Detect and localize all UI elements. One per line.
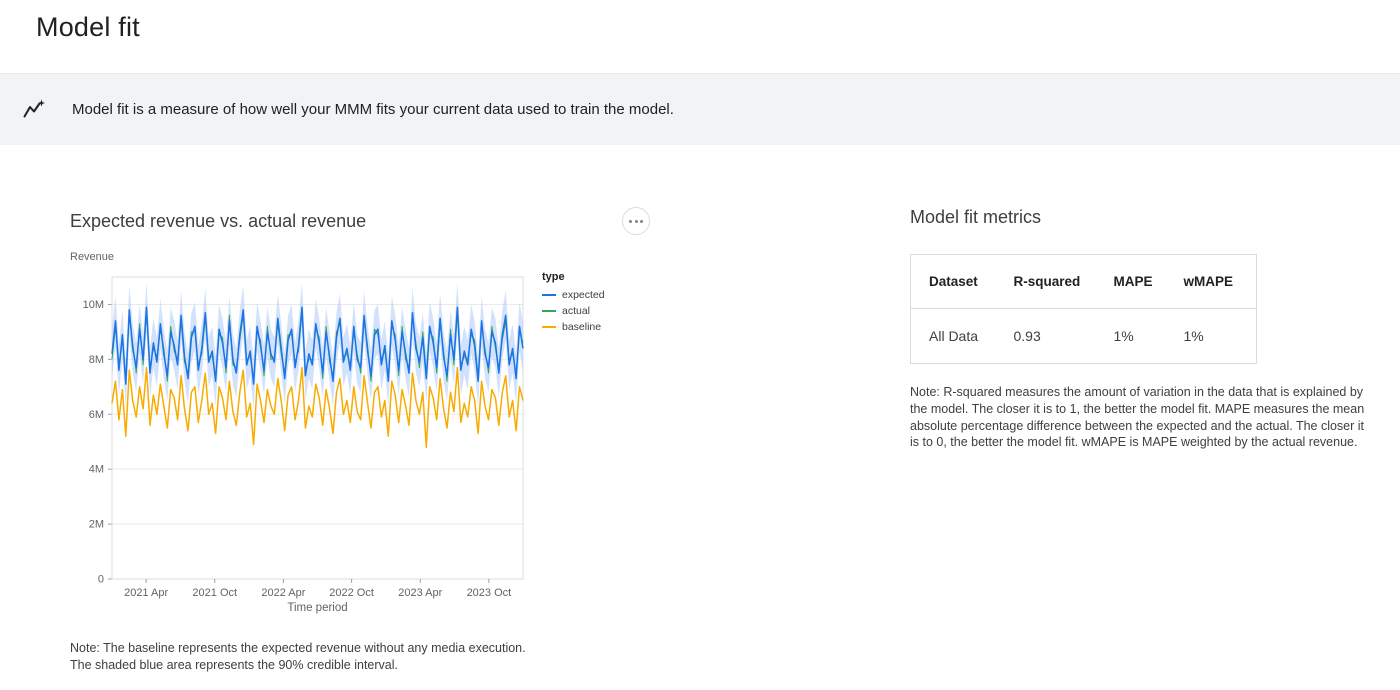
svg-text:10M: 10M xyxy=(83,299,104,311)
page-header: Model fit xyxy=(0,0,1400,73)
legend-title: type xyxy=(542,271,565,283)
svg-text:2021 Oct: 2021 Oct xyxy=(192,587,237,599)
chart-row: 0 2M 4M 6M 8M 10M 2021 Apr 2021 Oct 2022 Apr 2022… xyxy=(70,269,650,614)
svg-text:0: 0 xyxy=(98,574,104,586)
svg-text:2M: 2M xyxy=(89,519,104,531)
col-header-rsquared: R-squared xyxy=(995,254,1096,309)
info-banner: Model fit is a measure of how well your … xyxy=(0,73,1400,145)
cell-rsquared: 0.93 xyxy=(1013,328,1041,344)
legend-item: actual xyxy=(542,305,605,317)
cell-dataset: All Data xyxy=(929,328,979,344)
metrics-title: Model fit metrics xyxy=(910,207,1042,227)
col-header-wmape: wMAPE xyxy=(1165,254,1257,309)
legend-item: baseline xyxy=(542,321,605,333)
chart-legend-items: expected actual baseline xyxy=(542,289,605,333)
more-options-button[interactable] xyxy=(622,207,650,235)
revenue-chart: 0 2M 4M 6M 8M 10M 2021 Apr 2021 Oct 2022 Apr 2022… xyxy=(83,276,524,614)
legend-label: actual xyxy=(562,305,591,317)
metrics-note: Note: R-squared measures the amount of v… xyxy=(910,385,1365,450)
svg-text:2022 Oct: 2022 Oct xyxy=(329,587,374,599)
chart-title: Expected revenue vs. actual revenue xyxy=(70,210,367,231)
chart-note: Note: The baseline represents the expect… xyxy=(70,640,650,674)
legend-swatch xyxy=(542,294,556,296)
legend-swatch xyxy=(542,310,556,312)
svg-text:2021 Apr: 2021 Apr xyxy=(124,587,168,599)
legend-label: baseline xyxy=(562,321,602,333)
legend-swatch xyxy=(542,326,556,328)
cell-mape: 1% xyxy=(1113,328,1134,344)
col-header-mape: MAPE xyxy=(1095,254,1166,309)
metrics-section: Model fit metrics Dataset R-squared MAPE… xyxy=(910,207,1376,451)
col-header-dataset: Dataset xyxy=(910,254,996,309)
banner-text: Model fit is a measure of how well your … xyxy=(72,101,674,118)
chart-note-line1: Note: The baseline represents the expect… xyxy=(70,641,526,655)
page-title: Model fit xyxy=(36,12,140,42)
model-trend-icon xyxy=(22,98,46,122)
table-header-row: Dataset R-squared MAPE wMAPE xyxy=(910,254,1257,309)
svg-text:4M: 4M xyxy=(89,464,104,476)
chart-header: Expected revenue vs. actual revenue xyxy=(70,207,650,235)
chart-legend: type expected actual baseline xyxy=(542,269,605,337)
main-content: Expected revenue vs. actual revenue Reve… xyxy=(0,145,1400,690)
legend-label: expected xyxy=(562,289,605,301)
legend-item: expected xyxy=(542,289,605,301)
cell-wmape: 1% xyxy=(1183,328,1204,344)
svg-text:Time period: Time period xyxy=(287,602,347,614)
svg-text:2023 Apr: 2023 Apr xyxy=(398,587,442,599)
y-axis-title: Revenue xyxy=(70,251,115,263)
chart-note-line2: The shaded blue area represents the 90% … xyxy=(70,657,398,672)
model-fit-metrics-table: Dataset R-squared MAPE wMAPE All Data 0.… xyxy=(910,254,1257,364)
svg-text:2022 Apr: 2022 Apr xyxy=(261,587,305,599)
chart-section: Expected revenue vs. actual revenue Reve… xyxy=(70,207,650,674)
svg-text:2023 Oct: 2023 Oct xyxy=(467,587,512,599)
svg-text:6M: 6M xyxy=(89,409,104,421)
table-row: All Data 0.93 1% 1% xyxy=(911,309,1257,364)
svg-text:8M: 8M xyxy=(89,354,104,366)
more-options-icon xyxy=(629,219,632,223)
